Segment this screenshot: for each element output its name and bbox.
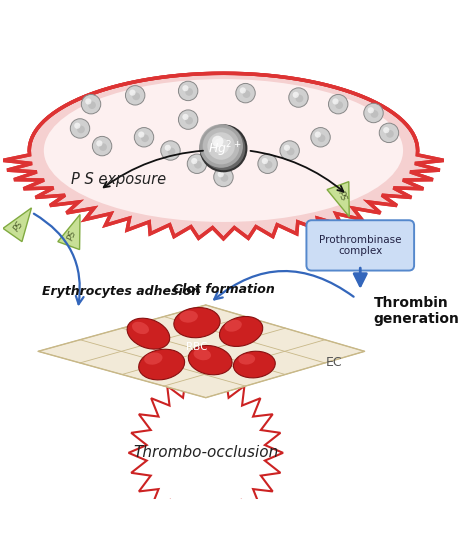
- Text: PS: PS: [12, 219, 26, 233]
- Circle shape: [164, 145, 171, 151]
- Text: EC: EC: [326, 356, 342, 369]
- Circle shape: [364, 103, 383, 123]
- Polygon shape: [38, 305, 365, 398]
- Polygon shape: [128, 375, 283, 530]
- Ellipse shape: [44, 79, 403, 222]
- Ellipse shape: [233, 351, 275, 378]
- Polygon shape: [3, 208, 31, 242]
- Circle shape: [212, 136, 223, 147]
- Circle shape: [386, 130, 394, 138]
- Text: Clot formation: Clot formation: [173, 283, 274, 296]
- Circle shape: [214, 167, 233, 187]
- Circle shape: [88, 101, 96, 109]
- Polygon shape: [58, 214, 80, 250]
- Circle shape: [218, 171, 224, 177]
- Ellipse shape: [144, 353, 163, 365]
- Circle shape: [264, 161, 273, 169]
- Circle shape: [311, 128, 330, 147]
- Circle shape: [203, 128, 239, 164]
- Circle shape: [292, 92, 299, 98]
- Text: PS: PS: [66, 229, 79, 242]
- Circle shape: [194, 161, 202, 169]
- Circle shape: [187, 154, 207, 173]
- Circle shape: [141, 134, 149, 142]
- Circle shape: [243, 90, 250, 98]
- Circle shape: [185, 88, 193, 96]
- Text: PS: PS: [336, 189, 348, 202]
- Circle shape: [258, 154, 277, 173]
- Circle shape: [200, 124, 243, 168]
- Circle shape: [129, 90, 136, 96]
- Circle shape: [161, 141, 180, 160]
- Circle shape: [332, 99, 338, 105]
- Circle shape: [82, 95, 101, 114]
- Text: P S exposure: P S exposure: [71, 172, 166, 187]
- Circle shape: [99, 143, 107, 151]
- Circle shape: [185, 117, 193, 124]
- Circle shape: [328, 95, 348, 114]
- Ellipse shape: [219, 316, 263, 346]
- Circle shape: [168, 148, 175, 155]
- Ellipse shape: [188, 345, 232, 375]
- Ellipse shape: [238, 354, 255, 365]
- Ellipse shape: [132, 322, 149, 334]
- Circle shape: [318, 134, 326, 142]
- Text: Prothrombinase
complex: Prothrombinase complex: [319, 234, 401, 256]
- Circle shape: [182, 114, 189, 120]
- Text: RBC: RBC: [186, 342, 208, 352]
- Ellipse shape: [174, 307, 220, 338]
- Circle shape: [134, 128, 154, 147]
- Circle shape: [138, 131, 145, 138]
- Polygon shape: [3, 74, 444, 239]
- Circle shape: [208, 132, 235, 160]
- Circle shape: [236, 84, 255, 103]
- Circle shape: [70, 119, 90, 138]
- Circle shape: [383, 127, 389, 133]
- Ellipse shape: [225, 320, 242, 332]
- Circle shape: [220, 174, 228, 182]
- Circle shape: [335, 101, 343, 109]
- Text: Erythrocytes adhesion: Erythrocytes adhesion: [43, 285, 201, 298]
- Circle shape: [191, 158, 197, 164]
- Circle shape: [92, 136, 112, 156]
- Circle shape: [371, 110, 378, 118]
- Circle shape: [201, 125, 246, 171]
- Ellipse shape: [193, 349, 211, 360]
- Polygon shape: [327, 182, 349, 217]
- Ellipse shape: [127, 318, 170, 349]
- Ellipse shape: [139, 349, 185, 380]
- Ellipse shape: [179, 311, 198, 323]
- Circle shape: [240, 87, 246, 94]
- Text: Thrombo-occlusion: Thrombo-occlusion: [133, 446, 278, 460]
- Circle shape: [280, 141, 300, 160]
- Circle shape: [182, 85, 189, 91]
- Circle shape: [96, 140, 102, 146]
- Circle shape: [126, 86, 145, 105]
- Circle shape: [213, 138, 229, 154]
- Circle shape: [296, 95, 303, 102]
- FancyBboxPatch shape: [306, 220, 414, 271]
- Circle shape: [284, 145, 290, 151]
- Circle shape: [262, 158, 268, 164]
- Circle shape: [74, 123, 81, 129]
- Circle shape: [287, 148, 294, 155]
- Text: Thrombin
generation: Thrombin generation: [374, 296, 459, 326]
- Circle shape: [289, 88, 308, 108]
- Circle shape: [132, 92, 140, 100]
- Circle shape: [379, 123, 399, 143]
- Circle shape: [77, 125, 85, 133]
- Circle shape: [368, 107, 374, 114]
- Text: $Hg^{2+}$: $Hg^{2+}$: [208, 140, 241, 159]
- Circle shape: [178, 110, 198, 129]
- Circle shape: [178, 81, 198, 101]
- Circle shape: [315, 131, 321, 138]
- Circle shape: [85, 99, 91, 105]
